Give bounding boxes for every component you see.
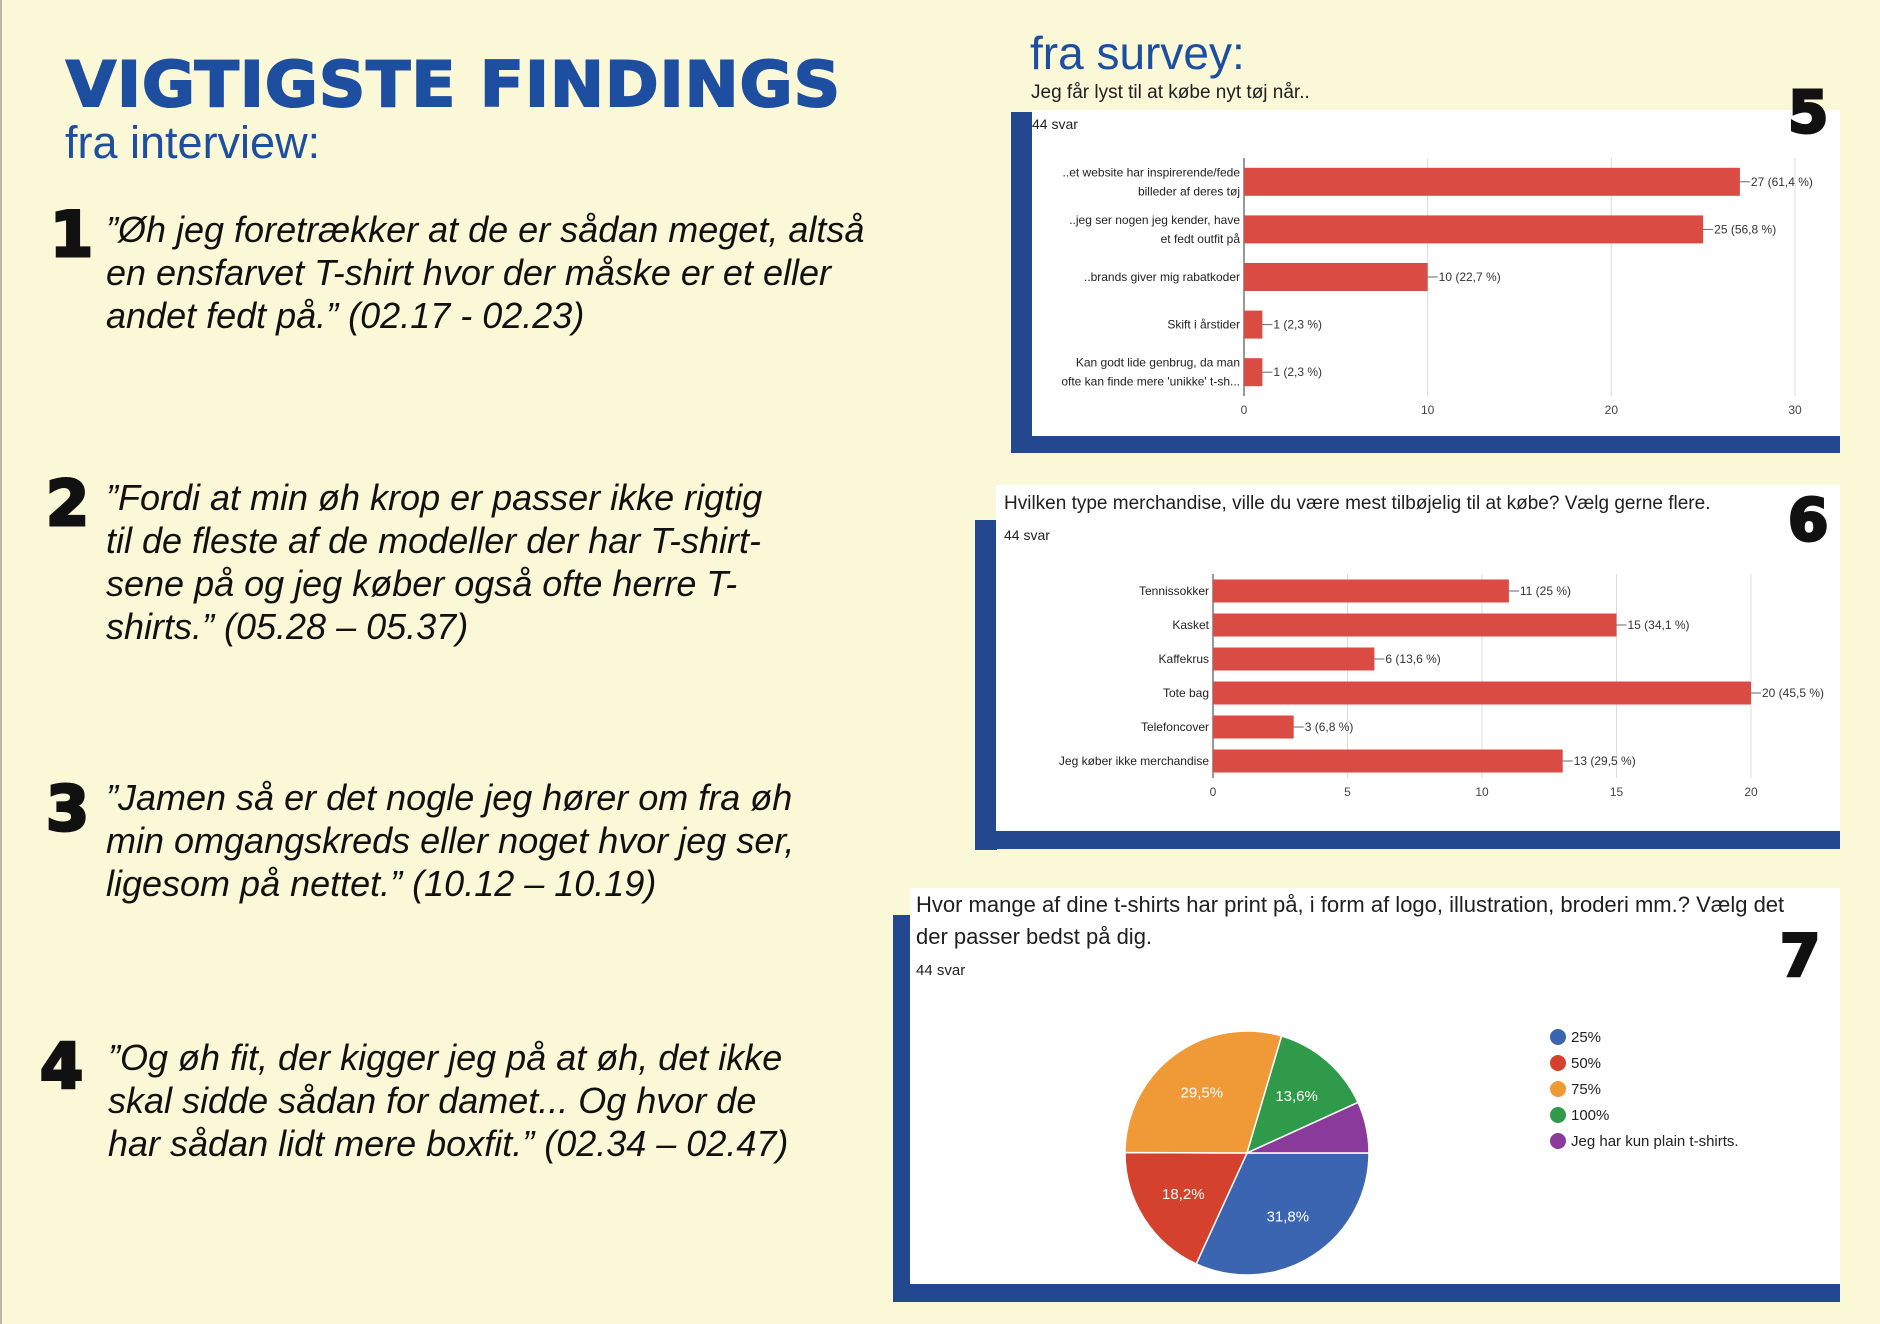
chart-6-bar	[1213, 579, 1509, 603]
chart-7-legend-label: 25%	[1571, 1029, 1601, 1046]
survey-subtitle: fra survey:	[1030, 27, 1245, 79]
chart-5-count: 44 svar	[1032, 116, 1078, 132]
finding-quote-3: ”Jamen så er det nogle jeg hører om fra …	[106, 777, 795, 904]
finding-quote-1: ”Øh jeg foretrækker at de er sådan meget…	[106, 209, 865, 336]
chart-5-title: Jeg får lyst til at købe nyt tøj når..	[1031, 82, 1310, 103]
chart-7-legend-marker	[1550, 1029, 1566, 1045]
chart-7-count: 44 svar	[916, 962, 966, 979]
chart-6-bar	[1213, 715, 1294, 739]
finding-quote-2: ”Fordi at min øh krop er passer ikke rig…	[106, 477, 763, 647]
chart-7-slice-label: 31,8%	[1267, 1209, 1310, 1226]
chart-6-tick-label: 5	[1344, 785, 1351, 799]
chart-5-frame-bottom	[1011, 436, 1840, 453]
chart-7-legend-marker	[1550, 1055, 1566, 1071]
chart-5-category-label: Skift i årstider	[1167, 318, 1240, 332]
chart-7-title: Hvor mange af dine t-shirts har print på…	[916, 889, 1784, 953]
chart-5-panel	[1032, 110, 1840, 436]
chart-7-legend-label: Jeg har kun plain t-shirts.	[1571, 1133, 1739, 1150]
chart-7-slice	[1124, 1151, 1249, 1265]
chart-5-category-label: et fedt outfit på	[1161, 232, 1241, 246]
chart-6-title: Hvilken type merchandise, ville du være …	[1004, 493, 1711, 514]
chart-6-panel	[996, 485, 1840, 831]
chart-5-tick-label: 10	[1421, 403, 1435, 417]
chart-6-bar	[1213, 681, 1751, 705]
chart-7-legend-marker	[1550, 1133, 1566, 1149]
chart-6-category-label: Jeg køber ikke merchandise	[1059, 754, 1209, 768]
chart-7-legend-marker	[1550, 1107, 1566, 1123]
finding-number-1: 1	[48, 197, 94, 273]
chart-5-tick-label: 0	[1241, 403, 1248, 417]
chart-5-bar	[1244, 263, 1428, 291]
chart-5-bar	[1244, 358, 1263, 387]
page-title: VIGTIGSTE FINDINGS	[65, 47, 842, 122]
chart-7-title-line-2: der passer bedst på dig.	[916, 924, 1153, 949]
finding-number-2: 2	[44, 466, 90, 542]
chart-7-slice-label: 29,5%	[1181, 1084, 1224, 1101]
chart-5-category-label: ..jeg ser nogen jeg kender, have	[1069, 213, 1240, 227]
chart-5-data-label: 10 (22,7 %)	[1439, 270, 1501, 284]
chart-7-slice-label: 18,2%	[1162, 1186, 1205, 1203]
chart-6-category-label: Kaffekrus	[1159, 652, 1209, 666]
chart-7-slice-label: 13,6%	[1275, 1088, 1318, 1105]
chart-6-tick-label: 20	[1744, 785, 1758, 799]
chart-5-bar	[1244, 310, 1263, 339]
chart-5-data-label: 25 (56,8 %)	[1714, 222, 1776, 236]
chart-7-slice	[1124, 1030, 1283, 1154]
chart-5-category-label: ofte kan finde mere 'unikke' t-sh...	[1061, 375, 1240, 389]
chart-6-svg: 0 5 10 15 20 11 (25 %) Tennissokker 15 (34,1 %)…	[1059, 574, 1824, 799]
chart-7-legend-label: 75%	[1571, 1081, 1601, 1098]
chart-6-frame-left	[975, 520, 997, 850]
chart-6-data-label: 3 (6,8 %)	[1305, 720, 1354, 734]
chart-5-category-label: ..brands giver mig rabatkoder	[1084, 270, 1240, 284]
chart-5-category-label: Kan godt lide genbrug, da man	[1076, 356, 1240, 370]
chart-5-bar	[1244, 215, 1704, 244]
chart-6-tick-label: 10	[1475, 785, 1489, 799]
chart-7-slice	[1245, 1035, 1360, 1155]
finding-number-3: 3	[44, 771, 90, 847]
chart-6-category-label: Tote bag	[1163, 686, 1209, 700]
chart-6-category-label: Tennissokker	[1139, 584, 1209, 598]
chart-7-number: 7	[1778, 921, 1821, 992]
chart-6-data-label: 11 (25 %)	[1520, 584, 1571, 598]
chart-6-number: 6	[1786, 485, 1829, 556]
chart-5-category-label: ..et website har inspirerende/fede	[1063, 165, 1241, 179]
chart-5-category-label: billeder af deres tøj	[1138, 184, 1240, 198]
chart-7-frame-left	[893, 915, 911, 1302]
chart-5-tick-label: 20	[1605, 403, 1619, 417]
chart-6-category-label: Kasket	[1172, 618, 1209, 632]
chart-6-frame-bottom	[975, 831, 1840, 849]
chart-5-bar	[1244, 167, 1740, 196]
chart-6-bar	[1213, 749, 1563, 773]
chart-7-legend-label: 100%	[1571, 1107, 1609, 1124]
interview-subtitle: fra interview:	[65, 117, 321, 168]
chart-7-frame-bottom	[893, 1284, 1840, 1302]
chart-5-data-label: 27 (61,4 %)	[1751, 175, 1813, 189]
chart-7-panel	[910, 888, 1840, 1284]
chart-5-number: 5	[1786, 77, 1829, 148]
chart-5-svg: 0 10 20 30 27 (61,4 %) ..et website har inspi…	[1061, 158, 1813, 417]
chart-6-data-label: 20 (45,5 %)	[1762, 686, 1824, 700]
chart-6-tick-label: 0	[1210, 785, 1217, 799]
chart-6-data-label: 15 (34,1 %)	[1628, 618, 1690, 632]
chart-6-tick-label: 15	[1610, 785, 1624, 799]
chart-6-bar	[1213, 647, 1375, 671]
chart-6-count: 44 svar	[1004, 527, 1050, 543]
chart-7-slice	[1246, 1101, 1370, 1154]
chart-6-bar	[1213, 613, 1617, 637]
chart-7-legend-marker	[1550, 1081, 1566, 1097]
chart-5-data-label: 1 (2,3 %)	[1273, 365, 1322, 379]
chart-5-tick-label: 30	[1788, 403, 1802, 417]
finding-quote-4: ”Og øh fit, der kigger jeg på at øh, det…	[108, 1037, 789, 1164]
chart-7-svg: 31,8% 18,2% 29,5% 13,6% 25% 50% 75% 100% Jeg har…	[1124, 1029, 1739, 1276]
chart-6-data-label: 13 (29,5 %)	[1574, 754, 1636, 768]
chart-7-slice	[1195, 1152, 1370, 1276]
chart-5-frame-left	[1011, 112, 1033, 452]
chart-6-category-label: Telefoncover	[1141, 720, 1209, 734]
chart-6-data-label: 6 (13,6 %)	[1385, 652, 1440, 666]
finding-number-4: 4	[38, 1029, 84, 1105]
chart-7-title-line-1: Hvor mange af dine t-shirts har print på…	[916, 892, 1785, 917]
chart-7-legend-label: 50%	[1571, 1055, 1601, 1072]
chart-5-data-label: 1 (2,3 %)	[1273, 318, 1322, 332]
